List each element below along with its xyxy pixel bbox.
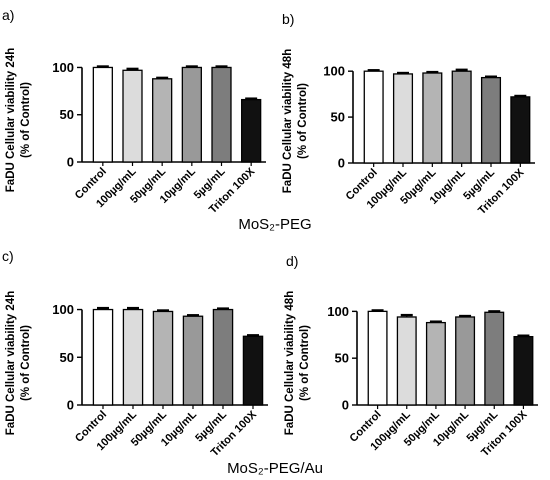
bar <box>363 70 384 164</box>
chart-panel-b: b) FaDU Cellular viability 48h (% of Contr… <box>282 11 535 217</box>
y-axis-label: FaDU Cellular viability 48h (% of Control… <box>284 291 311 435</box>
y-axis-label-line: (% of Control) <box>20 325 32 401</box>
group-caption-mos2-peg-au: MoS₂-PEG/Au <box>227 460 323 477</box>
y-tick-label: 50 <box>60 350 74 365</box>
y-tick-label: 100 <box>327 304 349 319</box>
bar <box>510 96 531 164</box>
panel-label: a) <box>2 7 14 23</box>
y-tick-label: 100 <box>323 64 345 79</box>
y-axis-label-line: FaDU Cellular viability 48h <box>284 291 296 435</box>
bar <box>396 316 417 406</box>
y-axis-label-line: (% of Control) <box>20 82 32 158</box>
bar <box>211 66 232 163</box>
y-tick-label: 100 <box>52 302 74 317</box>
y-tick-label: 100 <box>52 60 74 75</box>
bar <box>392 73 414 164</box>
bar <box>241 98 262 163</box>
chart-panel-a: a) FaDU Cellular viability 24h (% of Contr… <box>2 7 266 216</box>
bar <box>212 308 234 406</box>
bar <box>92 308 114 406</box>
panel-label: b) <box>282 11 294 27</box>
bar <box>152 310 174 406</box>
y-axis-label-line: FaDU Cellular viability 24h <box>5 48 17 192</box>
y-tick-label: 0 <box>342 398 349 413</box>
y-axis-label: FaDU Cellular viability 48h (% of Control… <box>282 49 309 193</box>
bar <box>480 76 502 164</box>
chart-panel-d: d) FaDU Cellular viability 48h (% of Contr… <box>284 253 538 459</box>
bar <box>425 321 446 406</box>
y-axis-label-line: FaDU Cellular viability 24h <box>5 291 17 435</box>
bar <box>455 316 476 406</box>
y-axis-label: FaDU Cellular viability 24h (% of Control… <box>5 291 32 435</box>
bar <box>422 72 443 164</box>
bar <box>182 315 204 406</box>
bar <box>152 78 173 163</box>
y-axis-label-line: FaDU Cellular viability 48h <box>282 49 294 193</box>
y-axis-label: FaDU Cellular viability 24h (% of Control… <box>5 48 32 192</box>
y-axis-label-line: (% of Control) <box>299 325 311 401</box>
panel-label: c) <box>2 248 14 264</box>
y-tick-label: 50 <box>335 351 349 366</box>
bar <box>484 311 505 406</box>
bar <box>513 335 534 406</box>
bar <box>451 70 472 164</box>
y-axis-label-line: (% of Control) <box>297 83 309 159</box>
y-tick-label: 50 <box>60 107 74 122</box>
bar <box>181 66 202 163</box>
bar <box>122 69 143 163</box>
bar <box>242 335 264 406</box>
y-tick-label: 0 <box>67 398 74 413</box>
bar <box>122 308 144 406</box>
panel-label: d) <box>286 253 298 269</box>
group-caption-mos2-peg: MoS₂-PEG <box>238 216 311 233</box>
chart-panel-c: c) FaDU Cellular viability 24h (% of Contr… <box>2 248 268 459</box>
bar <box>367 310 388 406</box>
y-tick-label: 0 <box>338 156 345 171</box>
y-tick-label: 50 <box>331 110 345 125</box>
y-tick-label: 0 <box>67 155 74 170</box>
bar <box>92 66 113 163</box>
